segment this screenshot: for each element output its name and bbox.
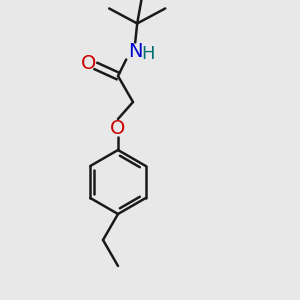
Text: N: N bbox=[128, 42, 142, 61]
Text: O: O bbox=[81, 53, 97, 73]
Text: H: H bbox=[142, 46, 155, 64]
Text: O: O bbox=[110, 118, 126, 137]
